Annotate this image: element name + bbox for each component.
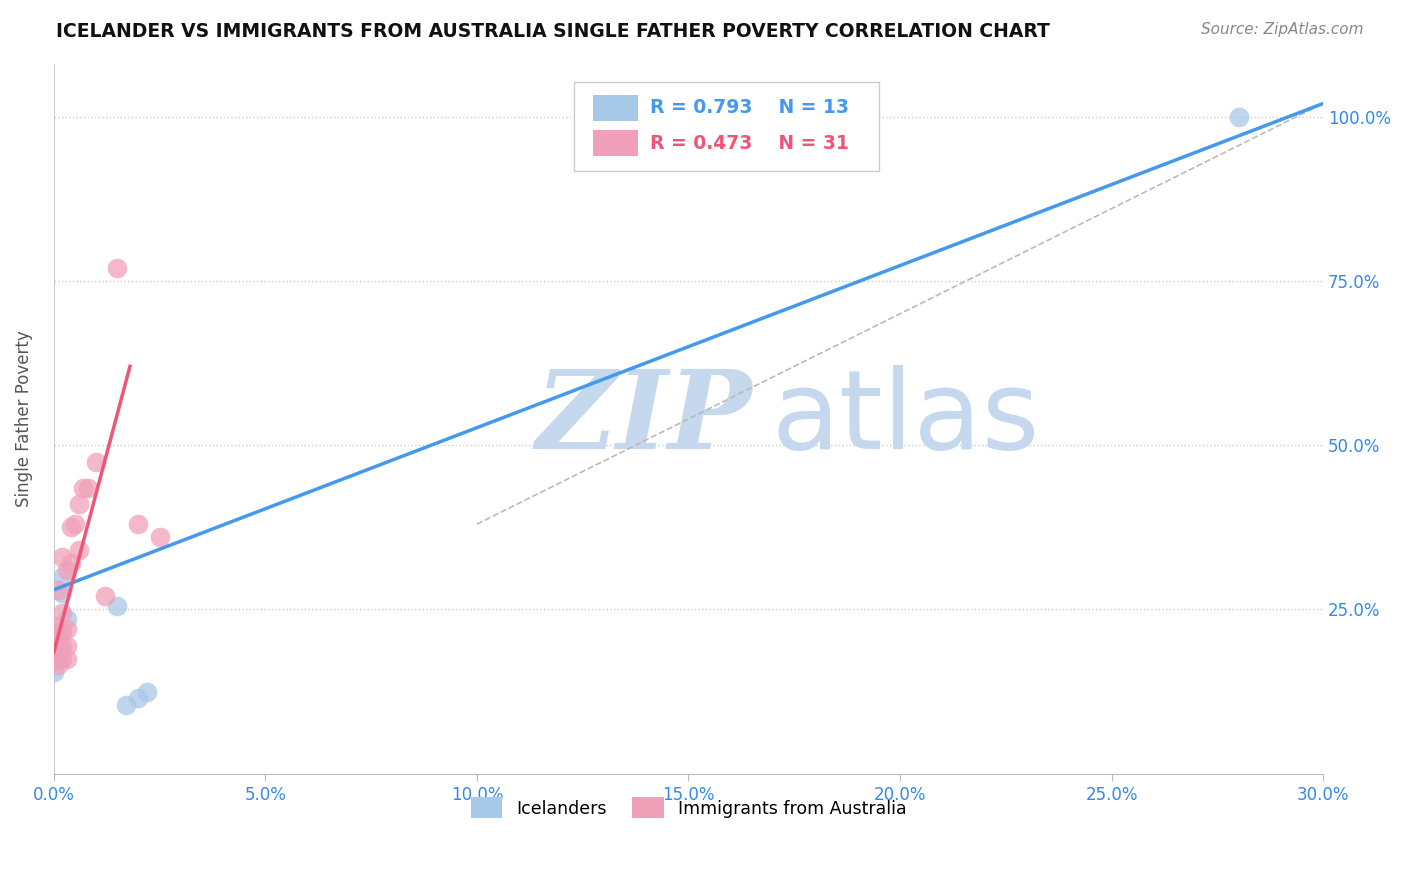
Point	[42, 645, 65, 659]
Point	[127, 691, 149, 706]
Point	[46, 582, 69, 597]
Point	[51, 549, 73, 564]
Text: ICELANDER VS IMMIGRANTS FROM AUSTRALIA SINGLE FATHER POVERTY CORRELATION CHART: ICELANDER VS IMMIGRANTS FROM AUSTRALIA S…	[56, 22, 1050, 41]
FancyBboxPatch shape	[593, 95, 638, 120]
Point	[46, 658, 69, 673]
Point	[72, 481, 94, 495]
Point	[114, 698, 136, 712]
Point	[59, 520, 82, 534]
Point	[1227, 110, 1250, 124]
Point	[51, 652, 73, 666]
Point	[67, 497, 90, 511]
Point	[55, 652, 77, 666]
Point	[42, 639, 65, 653]
Point	[42, 619, 65, 633]
Point	[55, 612, 77, 626]
Point	[127, 517, 149, 532]
Text: ZIP: ZIP	[536, 365, 752, 473]
Point	[42, 652, 65, 666]
FancyBboxPatch shape	[593, 130, 638, 156]
Point	[84, 455, 107, 469]
Point	[59, 557, 82, 571]
Y-axis label: Single Father Poverty: Single Father Poverty	[15, 331, 32, 508]
Point	[55, 622, 77, 636]
Point	[51, 639, 73, 653]
Point	[42, 652, 65, 666]
Text: atlas: atlas	[770, 366, 1039, 473]
Point	[51, 606, 73, 620]
Text: R = 0.793    N = 13: R = 0.793 N = 13	[651, 98, 849, 117]
Text: R = 0.473    N = 31: R = 0.473 N = 31	[651, 134, 849, 153]
Point	[51, 569, 73, 583]
Point	[42, 665, 65, 679]
FancyBboxPatch shape	[574, 82, 879, 170]
Point	[67, 543, 90, 558]
Point	[42, 629, 65, 643]
Point	[93, 590, 115, 604]
Point	[135, 684, 157, 698]
Point	[63, 517, 86, 532]
Point	[46, 652, 69, 666]
Point	[149, 530, 172, 544]
Point	[46, 625, 69, 640]
Point	[55, 563, 77, 577]
Legend: Icelanders, Immigrants from Australia: Icelanders, Immigrants from Australia	[464, 790, 912, 825]
Text: Source: ZipAtlas.com: Source: ZipAtlas.com	[1201, 22, 1364, 37]
Point	[51, 625, 73, 640]
Point	[105, 599, 128, 614]
Point	[51, 586, 73, 600]
Point	[76, 481, 98, 495]
Point	[46, 629, 69, 643]
Point	[46, 645, 69, 659]
Point	[46, 639, 69, 653]
Point	[105, 260, 128, 275]
Point	[55, 639, 77, 653]
Point	[42, 639, 65, 653]
